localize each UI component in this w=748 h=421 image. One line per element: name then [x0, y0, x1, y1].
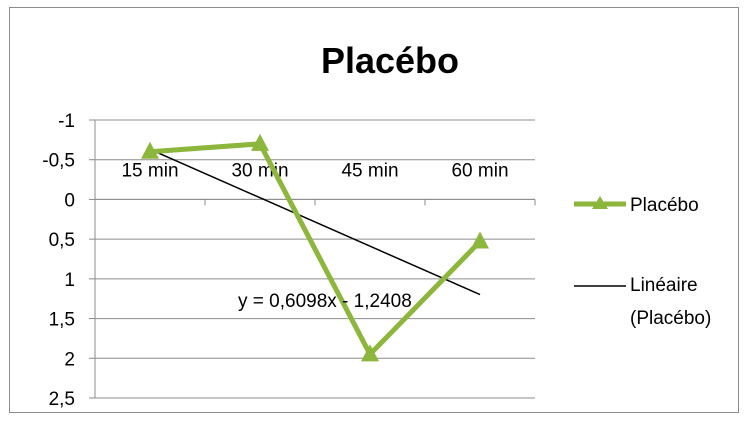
chart-frame [9, 7, 739, 413]
data-point-marker [141, 141, 159, 159]
legend-label-placebo: Placébo [630, 195, 699, 216]
y-tick-label: 0,5 [49, 230, 75, 251]
y-tick-label: 0 [64, 190, 75, 211]
data-point-marker [361, 344, 379, 362]
legend: Placébo Linéaire (Placébo) [574, 195, 711, 329]
series-placebo [141, 133, 489, 362]
legend-label-trendline-series: (Placébo) [630, 308, 711, 329]
y-tick-label: -1 [58, 111, 75, 132]
y-tick-label: 1 [64, 270, 75, 291]
x-axis: 15 min 30 min 45 min 60 min [94, 160, 536, 206]
trendline-equation: y = 0,6098x - 1,2408 [238, 291, 412, 312]
y-tick-label: 1,5 [49, 310, 75, 331]
legend-marker-placebo [592, 196, 608, 209]
y-axis-ticks: -1 -0,5 0 0,5 1 1,5 2 2,5 [42, 111, 75, 410]
trendline-line [149, 148, 481, 296]
series-line [149, 141, 482, 357]
data-point-marker [471, 231, 489, 249]
data-point-marker [251, 133, 269, 151]
x-tick-label: 60 min [451, 160, 508, 181]
y-tick-label: 2 [64, 349, 75, 370]
chart-title: Placébo [321, 40, 459, 81]
y-tick-label: 2,5 [49, 389, 75, 410]
x-tick-label: 45 min [341, 160, 398, 181]
trendline [149, 148, 481, 296]
x-tick-label: 15 min [121, 160, 178, 181]
y-tick-label: -0,5 [42, 151, 75, 172]
legend-label-trendline: Linéaire [630, 275, 698, 296]
